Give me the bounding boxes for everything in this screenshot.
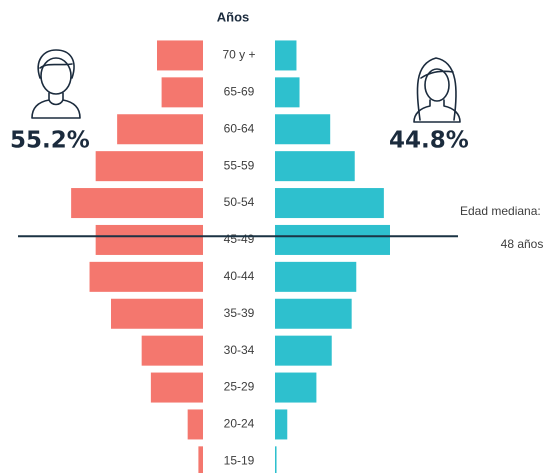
men-bar xyxy=(71,188,203,219)
men-bar xyxy=(187,409,203,440)
woman-icon xyxy=(413,57,461,123)
age-label: 20-24 xyxy=(224,417,255,431)
women-bar xyxy=(275,114,331,145)
women-bar xyxy=(275,77,300,108)
men-bar xyxy=(141,335,203,366)
women-bar xyxy=(275,409,288,440)
age-label: 60-64 xyxy=(224,121,255,135)
men-bar xyxy=(161,77,203,108)
age-label: 70 y + xyxy=(222,48,255,62)
age-label: 25-29 xyxy=(224,380,255,394)
men-bar xyxy=(150,372,203,403)
women-total: 44.8% xyxy=(389,128,469,154)
women-bar xyxy=(275,372,317,403)
women-bar xyxy=(275,224,390,255)
men-bar xyxy=(95,151,203,182)
age-label: 45-49 xyxy=(224,232,255,246)
men-bar xyxy=(157,40,203,71)
age-label: 40-44 xyxy=(224,269,255,283)
age-label: 15-19 xyxy=(224,454,255,468)
age-label: 65-69 xyxy=(224,85,255,99)
median-title: Edad mediana: xyxy=(460,204,541,218)
man-icon xyxy=(31,49,81,119)
age-label: 50-54 xyxy=(224,195,255,209)
age-label: 30-34 xyxy=(224,343,255,357)
age-label: 35-39 xyxy=(224,306,255,320)
men-total: 55.2% xyxy=(10,128,90,154)
women-bar xyxy=(275,446,277,473)
men-bar xyxy=(89,261,203,292)
men-bar xyxy=(111,298,203,329)
men-bar xyxy=(95,224,203,255)
women-bar xyxy=(275,261,357,292)
men-bar xyxy=(117,114,203,145)
women-bar xyxy=(275,335,332,366)
women-bar xyxy=(275,151,355,182)
men-bar xyxy=(198,446,203,473)
median-label: 48 años xyxy=(501,237,544,251)
women-bar xyxy=(275,40,297,71)
women-bar xyxy=(275,188,384,219)
women-bar xyxy=(275,298,352,329)
chart-title: Años xyxy=(217,9,250,24)
age-label: 55-59 xyxy=(224,158,255,172)
